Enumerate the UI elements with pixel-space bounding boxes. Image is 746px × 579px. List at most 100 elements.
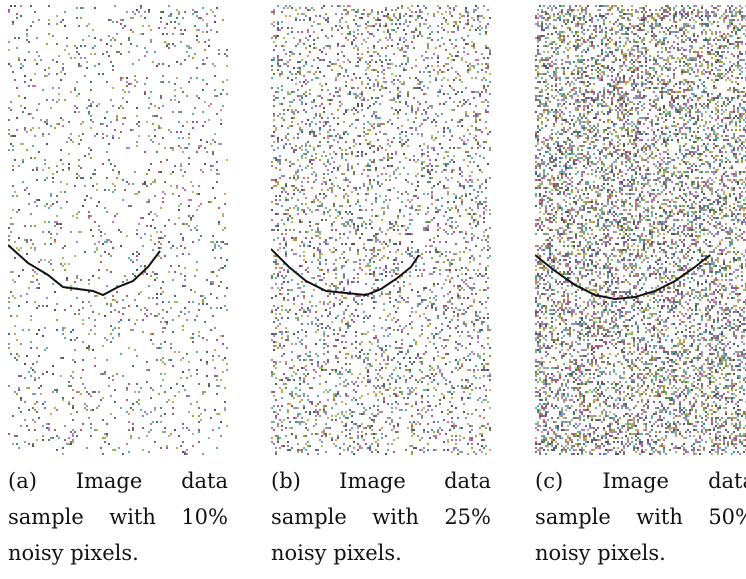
noise-pixel (449, 97, 451, 99)
noise-pixel (271, 87, 273, 89)
noise-pixel (130, 43, 132, 45)
noise-pixel (106, 269, 108, 271)
noise-pixel (387, 245, 389, 247)
noise-pixel (301, 399, 303, 401)
noise-pixel (188, 157, 190, 159)
noise-pixel (273, 105, 275, 107)
noise-pixel (38, 127, 40, 129)
noise-pixel (281, 287, 283, 289)
noise-pixel (323, 211, 325, 213)
noise-pixel (411, 327, 413, 329)
noise-pixel (124, 117, 126, 119)
noise-pixel (188, 81, 190, 83)
noise-pixel (473, 301, 475, 303)
noise-pixel (467, 181, 469, 183)
noise-pixel (214, 133, 216, 135)
noise-pixel (309, 401, 311, 403)
noise-pixel (315, 135, 317, 137)
noise-pixel (397, 113, 399, 115)
noise-pixel (176, 447, 178, 449)
noise-pixel (373, 235, 375, 237)
noise-pixel (323, 121, 325, 123)
noise-pixel (140, 237, 142, 239)
noise-pixel (62, 63, 64, 65)
noise-pixel (437, 95, 439, 97)
noise-pixel (361, 395, 363, 397)
noise-pixel (102, 133, 104, 135)
noise-pixel (116, 33, 118, 35)
noise-pixel (146, 273, 148, 275)
noise-pixel (60, 149, 62, 151)
noise-pixel (285, 191, 287, 193)
noise-pixel (148, 97, 150, 99)
noise-pixel (405, 381, 407, 383)
noise-pixel (363, 427, 365, 429)
noise-pixel (481, 53, 483, 55)
noise-pixel (206, 57, 208, 59)
noise-pixel (40, 393, 42, 395)
noise-pixel (307, 181, 309, 183)
noise-pixel (387, 15, 389, 17)
noise-pixel (373, 301, 375, 303)
noise-pixel (170, 147, 172, 149)
noise-pixel (473, 19, 475, 21)
noise-pixel (367, 129, 369, 131)
noise-pixel (435, 373, 437, 375)
noise-pixel (361, 173, 363, 175)
noise-pixel (365, 333, 367, 335)
noise-pixel (337, 391, 339, 393)
noise-pixel (433, 359, 435, 361)
noise-pixel (433, 13, 435, 15)
noise-pixel (285, 245, 287, 247)
noise-pixel (389, 271, 391, 273)
noise-pixel (415, 357, 417, 359)
noise-pixel (421, 363, 423, 365)
noise-pixel (419, 23, 421, 25)
noise-pixel (467, 23, 469, 25)
noise-pixel (467, 387, 469, 389)
noise-pixel (365, 165, 367, 167)
noise-pixel (148, 285, 150, 287)
noise-pixel (443, 311, 445, 313)
noise-pixel (198, 193, 200, 195)
noise-pixel (212, 165, 214, 167)
noise-pixel (363, 333, 365, 335)
noise-pixel (74, 45, 76, 47)
noise-pixel (156, 421, 158, 423)
noise-pixel (16, 247, 18, 249)
noise-pixel (283, 373, 285, 375)
noise-pixel (68, 403, 70, 405)
noise-pixel (397, 267, 399, 269)
noise-pixel (447, 79, 449, 81)
noise-pixel (461, 385, 463, 387)
noise-pixel (429, 221, 431, 223)
noise-pixel (487, 57, 489, 59)
noise-pixel (136, 305, 138, 307)
noise-pixel (174, 301, 176, 303)
noise-pixel (415, 401, 417, 403)
noise-pixel (66, 183, 68, 185)
noise-pixel (429, 245, 431, 247)
noise-pixel (435, 261, 437, 263)
noise-pixel (377, 239, 379, 241)
noise-pixel (204, 321, 206, 323)
noise-pixel (216, 379, 218, 381)
noise-pixel (20, 105, 22, 107)
noise-pixel (48, 67, 50, 69)
noise-pixel (281, 139, 283, 141)
noise-pixel (347, 221, 349, 223)
noise-pixel (226, 65, 228, 67)
noise-pixel (122, 77, 124, 79)
noise-pixel (18, 95, 20, 97)
noise-pixel (379, 273, 381, 275)
noise-pixel (222, 267, 224, 269)
noise-pixel (357, 193, 359, 195)
noise-pixel (471, 425, 473, 427)
noise-pixel (427, 389, 429, 391)
noise-pixel (88, 317, 90, 319)
noise-pixel (279, 345, 281, 347)
noise-pixel (164, 341, 166, 343)
noise-pixel (485, 273, 487, 275)
noise-pixel (58, 55, 60, 57)
noise-pixel (120, 131, 122, 133)
